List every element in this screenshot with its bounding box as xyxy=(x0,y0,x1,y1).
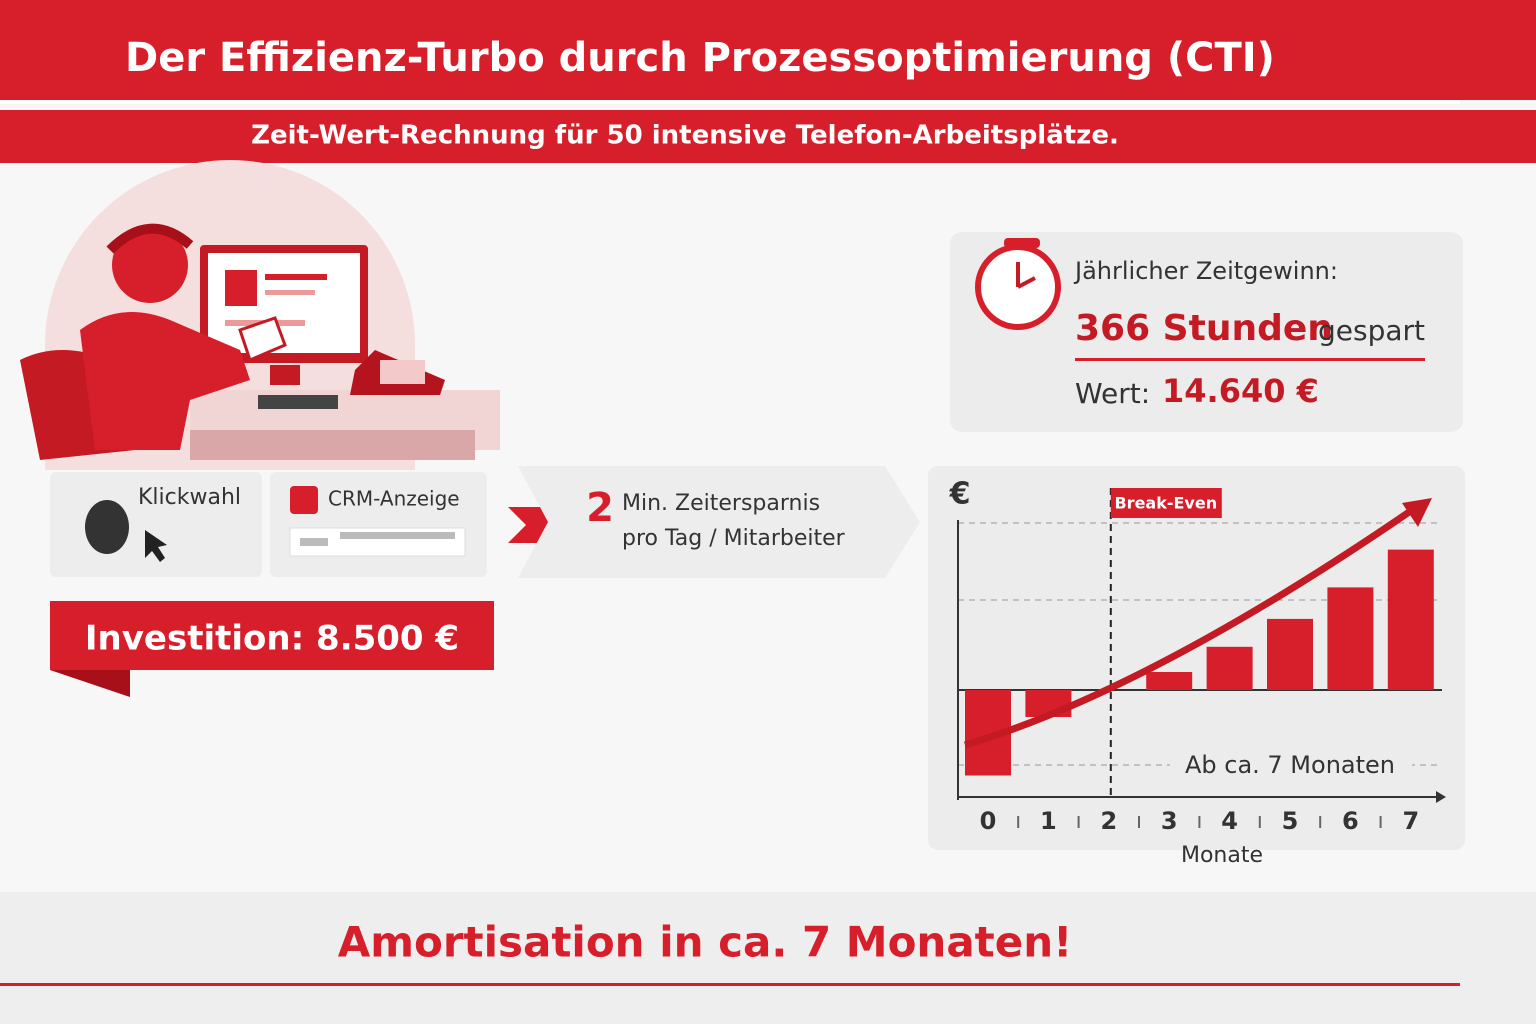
bar xyxy=(1387,549,1434,690)
annotation: Break-Even xyxy=(1114,494,1217,513)
footer-rule xyxy=(0,983,1460,986)
x-axis-arrow xyxy=(1436,791,1446,803)
bar xyxy=(1267,618,1313,690)
x-tick-label: 4 xyxy=(1221,807,1238,835)
subheader-band xyxy=(0,110,1536,163)
annotation-bg xyxy=(1170,748,1412,782)
x-tick-label: 3 xyxy=(1161,807,1178,835)
footer-text: Amortisation in ca. 7 Monaten! xyxy=(338,918,1073,967)
summary-heading: Jährlicher Zeitgewinn: xyxy=(1073,257,1338,285)
subtitle: Zeit-Wert-Rechnung für 50 intensive Tele… xyxy=(251,121,1119,151)
bar xyxy=(1206,646,1253,690)
savings-arrow xyxy=(518,466,920,578)
clock-icon xyxy=(975,238,1061,330)
investment-banner xyxy=(50,601,494,670)
x-tick-label: 2 xyxy=(1100,807,1117,835)
illustration xyxy=(20,160,500,470)
summary-card xyxy=(950,232,1463,432)
footer-band xyxy=(0,892,1536,1024)
summary-hours-suffix: gespart xyxy=(1318,314,1425,347)
summary-rule xyxy=(1075,358,1425,361)
chart: € Monate 0 1 2 3 4 5 6 7 Break-Even Ab ca. 7 Mona… xyxy=(949,477,1446,868)
trend-arrow xyxy=(964,505,1417,749)
savings-text: pro Tag / Mitarbeiter xyxy=(622,526,846,551)
bar xyxy=(1327,587,1374,690)
header-band xyxy=(0,0,1536,100)
chart-card xyxy=(928,466,1465,850)
x-tick-label: 5 xyxy=(1282,807,1299,835)
annotation: Ab ca. 7 Monaten xyxy=(1185,751,1395,779)
x-axis-label: Monate xyxy=(1181,843,1263,868)
summary-value-label: Wert: xyxy=(1075,377,1150,410)
break-even-flag xyxy=(1110,488,1222,518)
crm-field xyxy=(340,532,455,539)
savings-amount: 2 xyxy=(586,485,614,531)
title: Der Effizienz-Turbo durch Prozessoptimie… xyxy=(125,35,1275,81)
summary-hours: 366 Stunden xyxy=(1075,308,1333,349)
x-tick-label: 1 xyxy=(1040,807,1057,835)
x-tick-label: 7 xyxy=(1402,807,1419,835)
trend-arrow-head xyxy=(1402,498,1432,527)
x-tick-label: 0 xyxy=(980,807,997,835)
feature-label: Klickwahl xyxy=(138,485,241,510)
x-tick-label: 6 xyxy=(1342,807,1359,835)
crm-field xyxy=(300,538,328,546)
summary-value: 14.640 € xyxy=(1162,372,1319,410)
header-rule xyxy=(0,100,1460,104)
crm-icon xyxy=(290,486,318,514)
y-axis-label: € xyxy=(949,477,971,512)
feature-label: CRM-Anzeige xyxy=(328,487,460,511)
savings-text: Min. Zeitersparnis xyxy=(622,491,820,516)
investment-label: Investition: 8.500 € xyxy=(85,619,459,659)
bar xyxy=(1146,672,1193,690)
cursor-icon xyxy=(145,530,167,562)
mouse-icon xyxy=(85,500,129,554)
